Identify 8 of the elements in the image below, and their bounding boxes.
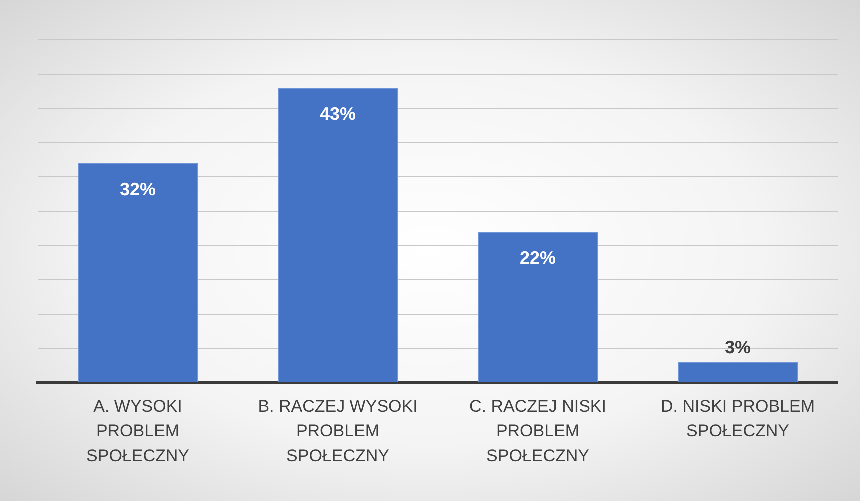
data-label: 3% [724,337,752,358]
x-tick-label: A. WYSOKI PROBLEM SPOŁECZNY [86,397,190,466]
x-tick-label: C. RACZEJ NISKI PROBLEM SPOŁECZNY [470,397,606,466]
x-tick-label: B. RACZEJ WYSOKI PROBLEM SPOŁECZNY [258,397,418,466]
data-label: 32% [120,179,156,200]
data-label: 22% [520,248,556,268]
data-label: 43% [320,104,356,124]
x-tick-label: D. NISKI PROBLEM SPOŁECZNY [661,397,815,441]
